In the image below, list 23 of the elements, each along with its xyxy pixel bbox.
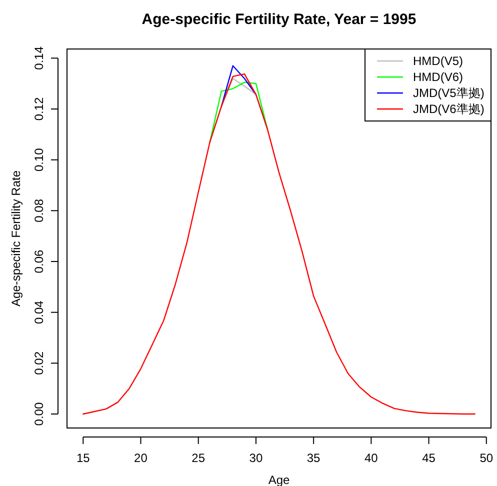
x-tick-label: 25 — [192, 451, 206, 465]
x-tick-label: 15 — [76, 451, 90, 465]
legend-label: HMD(V5) — [413, 54, 463, 68]
y-axis-title: Age-specific Fertility Rate — [9, 170, 23, 307]
legend-label: JMD(V5準拠) — [413, 86, 484, 100]
y-tick-label: 0.10 — [32, 148, 46, 172]
chart-title: Age-specific Fertility Rate, Year = 1995 — [142, 11, 416, 28]
x-tick-label: 35 — [306, 451, 321, 465]
x-tick-label: 45 — [422, 451, 436, 465]
y-tick-label: 0.08 — [32, 198, 46, 222]
y-tick-label: 0.12 — [32, 96, 46, 121]
y-tick-label: 0.04 — [32, 300, 46, 324]
y-tick-label: 0.02 — [32, 351, 46, 375]
y-tick-label: 0.00 — [32, 402, 46, 426]
x-tick-label: 50 — [480, 451, 494, 465]
y-tick-label: 0.14 — [32, 46, 46, 70]
line-series — [220, 65, 257, 108]
x-tick-label: 40 — [364, 451, 378, 465]
y-tick-label: 0.06 — [32, 250, 46, 274]
x-tick-label: 30 — [249, 451, 263, 465]
x-tick-label: 20 — [134, 451, 148, 465]
legend-label: JMD(V6準拠) — [413, 102, 484, 116]
legend-label: HMD(V6) — [413, 70, 463, 84]
